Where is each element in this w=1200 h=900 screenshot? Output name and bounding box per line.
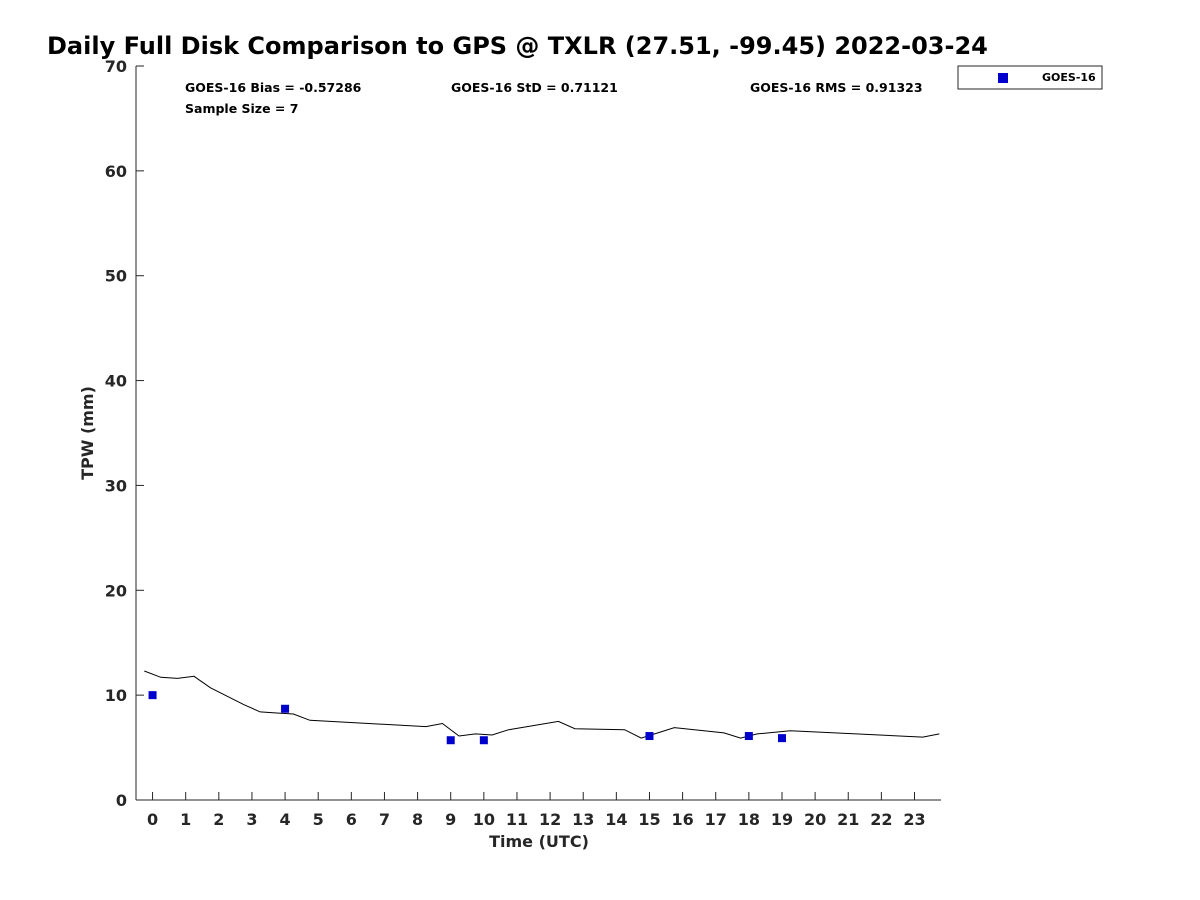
y-axis-ticks: 0 10 20 30 40 50 60 70: [105, 57, 144, 810]
x-tick-label: 22: [870, 810, 892, 829]
y-tick-label: 40: [105, 372, 127, 391]
x-tick-label: 12: [539, 810, 561, 829]
gps-tpw-line: [144, 670, 940, 739]
goes16-point: [479, 736, 488, 745]
x-axis-label: Time (UTC): [489, 832, 589, 851]
x-tick-label: 7: [379, 810, 390, 829]
legend-box: [957, 65, 1103, 90]
goes16-point: [446, 736, 455, 745]
x-tick-label: 1: [180, 810, 191, 829]
x-tick-label: 6: [346, 810, 357, 829]
x-axis-ticks: 0 1 2 3 4 5 6 7 8 9 10 11 12 13 14 15 16 17 18 19 20 21 22 23: [147, 792, 926, 829]
y-tick-label: 0: [116, 791, 127, 810]
sample-size-stat: Sample Size = 7: [185, 101, 298, 116]
legend: GOES-16: [957, 65, 1103, 90]
x-tick-label: 17: [705, 810, 727, 829]
goes16-point: [645, 732, 654, 741]
goes16-point: [744, 732, 753, 741]
goes16-point: [148, 691, 157, 700]
x-tick-label: 21: [837, 810, 859, 829]
x-tick-label: 16: [671, 810, 693, 829]
x-tick-label: 23: [903, 810, 925, 829]
x-tick-label: 20: [804, 810, 826, 829]
y-tick-label: 70: [105, 57, 127, 76]
y-tick-label: 60: [105, 162, 127, 181]
x-tick-label: 19: [771, 810, 793, 829]
x-tick-label: 15: [638, 810, 660, 829]
x-tick-label: 2: [213, 810, 224, 829]
x-tick-label: 13: [572, 810, 594, 829]
std-stat: GOES-16 StD = 0.71121: [451, 80, 618, 95]
x-tick-label: 10: [473, 810, 495, 829]
y-tick-label: 20: [105, 581, 127, 600]
goes16-point: [777, 734, 786, 743]
y-tick-label: 30: [105, 476, 127, 495]
x-tick-label: 18: [738, 810, 760, 829]
x-tick-label: 4: [280, 810, 291, 829]
x-tick-label: 5: [313, 810, 324, 829]
x-tick-label: 14: [605, 810, 627, 829]
legend-label-goes16: GOES-16: [1042, 71, 1096, 84]
x-tick-label: 11: [506, 810, 528, 829]
y-axis-label: TPW (mm): [78, 386, 97, 480]
x-tick-label: 9: [445, 810, 456, 829]
x-tick-label: 0: [147, 810, 158, 829]
rms-stat: GOES-16 RMS = 0.91323: [750, 80, 923, 95]
legend-marker-goes16: [998, 73, 1008, 83]
x-tick-label: 8: [412, 810, 423, 829]
x-tick-label: 3: [246, 810, 257, 829]
y-tick-label: 50: [105, 267, 127, 286]
bias-stat: GOES-16 Bias = -0.57286: [185, 80, 362, 95]
chart-title: Daily Full Disk Comparison to GPS @ TXLR…: [47, 32, 988, 60]
goes16-points: [148, 691, 786, 745]
y-tick-label: 10: [105, 686, 127, 705]
goes16-point: [281, 704, 290, 713]
